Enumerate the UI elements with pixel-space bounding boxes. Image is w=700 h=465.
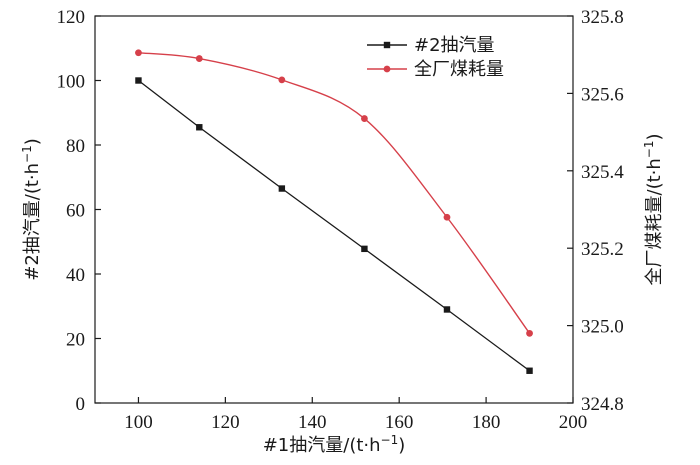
- y-right-tick-label: 325.8: [581, 7, 624, 28]
- series-1-point: [361, 245, 368, 253]
- legend-marker-1: [383, 41, 391, 49]
- series-group: [135, 49, 533, 374]
- series-2-point: [278, 76, 286, 84]
- series-2-point: [361, 115, 368, 122]
- series-2-line: [138, 52, 531, 334]
- series-1-line: [138, 79, 530, 372]
- y-right-tick-label: 325.0: [581, 317, 624, 338]
- series-1-point: [196, 124, 203, 131]
- series-2-point: [135, 49, 142, 57]
- y-left-tick-label: 20: [66, 330, 85, 351]
- y-left-tick-label: 0: [76, 394, 86, 415]
- axis-titles: #1抽汽量/(t·h−1) #2抽汽量/(t·h−1) 全厂煤耗量/(t·h−1): [20, 133, 665, 456]
- x-axis-title: #1抽汽量/(t·h−1): [263, 433, 406, 456]
- series-1-point: [443, 306, 451, 313]
- y-right-tick-label: 324.8: [581, 394, 624, 415]
- y-right-axis-title: 全厂煤耗量/(t·h−1): [642, 133, 665, 285]
- y-right-tick-label: 325.4: [581, 162, 624, 183]
- series-1-point: [526, 367, 533, 374]
- x-tick-label: 180: [472, 412, 501, 433]
- y-left-tick-label: 120: [57, 7, 86, 28]
- series-1-point: [278, 185, 286, 192]
- series-2-point: [195, 55, 203, 62]
- x-tick-label: 140: [298, 412, 327, 433]
- legend-marker-2: [383, 65, 391, 73]
- axes-group: 100 120 140 160 180 200 0 20 40 60 80 100 120 324.8 32…: [57, 7, 625, 433]
- legend-label-2: 全厂煤耗量: [414, 59, 504, 80]
- series-2-point: [526, 329, 533, 337]
- x-tick-label: 100: [124, 412, 153, 433]
- x-tick-label: 160: [385, 412, 414, 433]
- series-2-point: [443, 213, 451, 221]
- series-1-point: [135, 77, 142, 84]
- x-tick-label: 200: [559, 412, 588, 433]
- y-right-tick-label: 325.6: [581, 84, 624, 105]
- y-right-tick-label: 325.2: [581, 239, 624, 260]
- y-left-axis-title: #2抽汽量/(t·h−1): [20, 138, 43, 281]
- legend-label-1: #2抽汽量: [414, 35, 495, 56]
- y-left-tick-label: 80: [66, 136, 85, 157]
- y-left-tick-label: 40: [66, 265, 85, 286]
- y-left-tick-label: 60: [66, 201, 85, 222]
- x-tick-label: 120: [211, 412, 240, 433]
- y-left-tick-label: 100: [57, 72, 86, 93]
